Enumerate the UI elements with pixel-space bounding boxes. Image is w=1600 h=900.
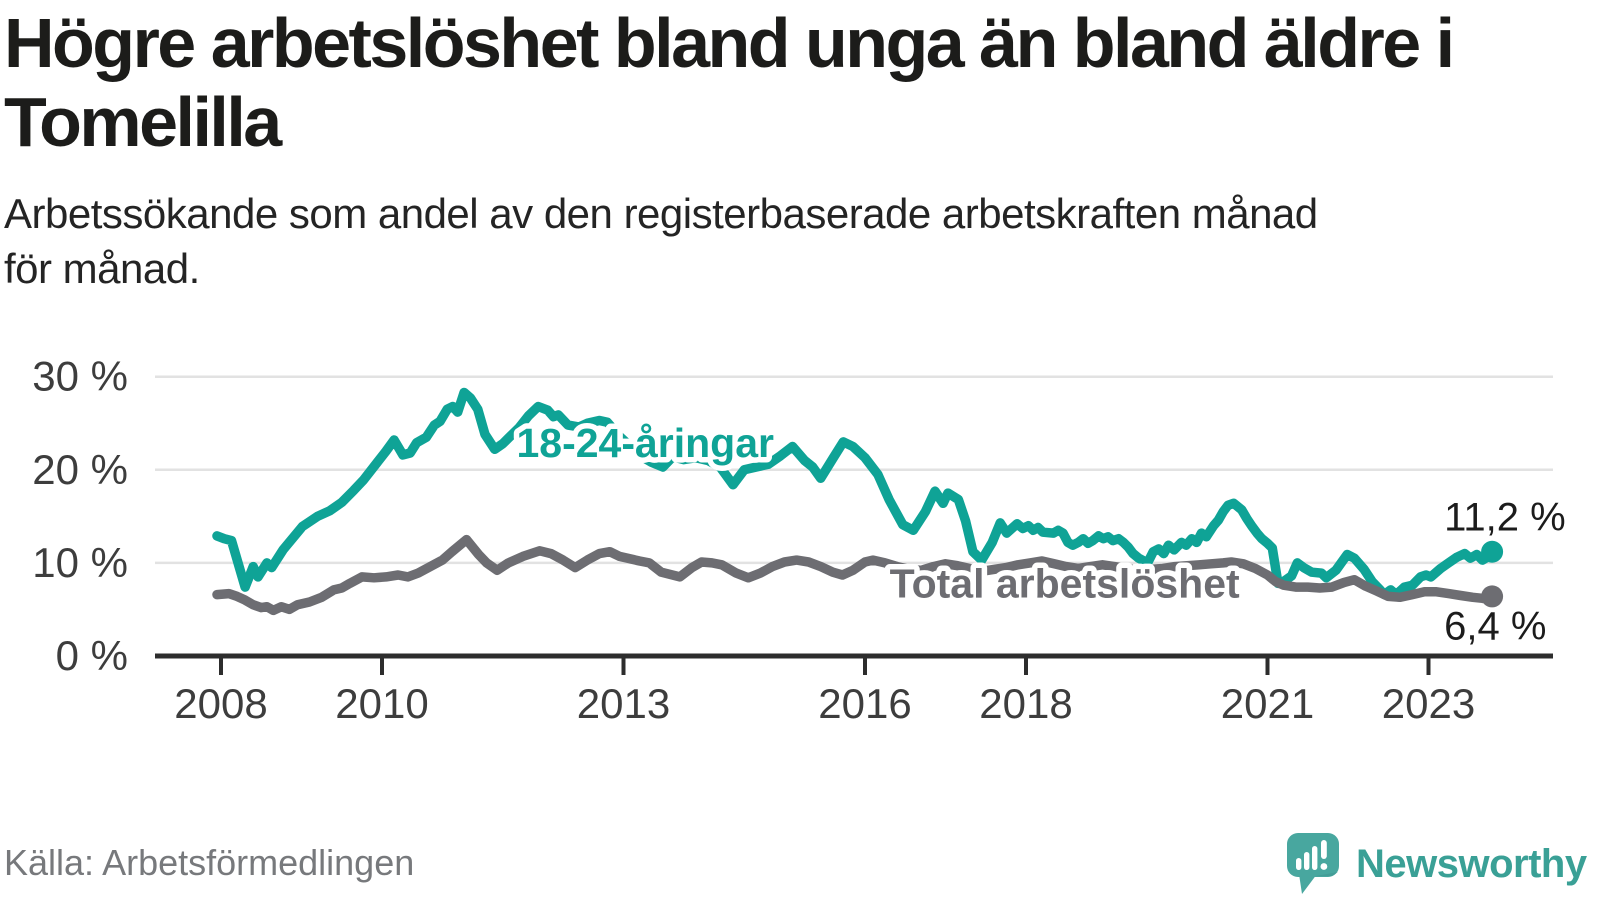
chart-area: 0 % 10 % 20 % 30 % 2008 2010 2013 2016 2018 2021 2… (0, 330, 1600, 760)
y-tick-label: 20 % (32, 446, 128, 493)
x-tick-label: 2008 (174, 680, 267, 727)
x-tick-label: 2021 (1221, 680, 1314, 727)
series-end-value-1: 6,4 % (1444, 604, 1546, 648)
series-end-dot-1 (1481, 585, 1504, 608)
x-tick-label: 2010 (335, 680, 428, 727)
x-tick-label: 2018 (979, 680, 1072, 727)
x-tick-label: 2013 (577, 680, 670, 727)
x-tick-label: 2016 (818, 680, 911, 727)
y-tick-label: 0 % (56, 632, 128, 679)
y-tick-label: 10 % (32, 539, 128, 586)
y-tick-label: 30 % (32, 353, 128, 400)
series-label-1: Total arbetslöshet (890, 560, 1240, 606)
line-chart: 0 % 10 % 20 % 30 % 2008 2010 2013 2016 2018 2021 2… (32, 353, 1566, 727)
brand-name: Newsworthy (1356, 841, 1587, 886)
series-line-1 (212, 534, 1497, 616)
series-end-value-0: 11,2 % (1444, 496, 1566, 540)
page-subtitle: Arbetssökande som andel av den registerb… (4, 190, 1318, 292)
x-tick-label: 2023 (1382, 680, 1475, 727)
series-line-0 (212, 387, 1497, 600)
newsworthy-logo-icon (1287, 833, 1339, 894)
series-end-dot-0 (1481, 540, 1504, 563)
source-note: Källa: Arbetsförmedlingen (4, 842, 415, 883)
page-title: Högre arbetslöshet bland unga än bland ä… (4, 4, 1455, 161)
newsworthy-logo: Newsworthy (1286, 832, 1587, 896)
series-label-0: 18-24-åringar (516, 420, 774, 466)
